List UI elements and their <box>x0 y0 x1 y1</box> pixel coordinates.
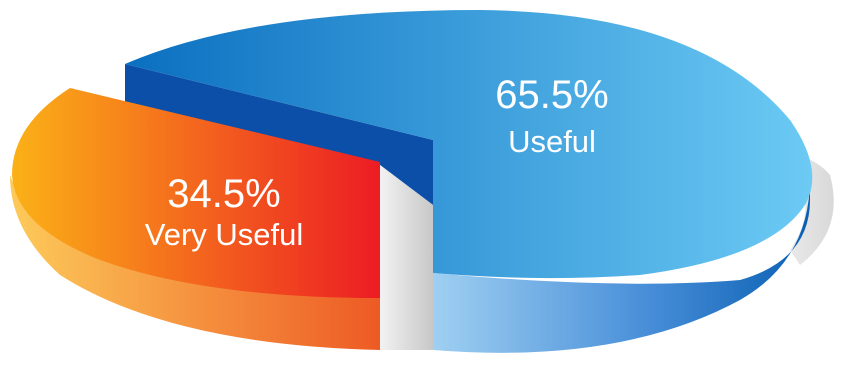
slice-very-useful-top <box>12 88 380 298</box>
slice-useful-top <box>125 10 813 279</box>
slice-useful-side <box>433 178 810 353</box>
slice-useful-inner-face <box>125 64 433 205</box>
slice-very-useful-percent-label: 34.5% <box>167 172 280 216</box>
slice-very-useful-side <box>10 175 380 350</box>
slice-useful-category-label: Useful <box>508 124 596 159</box>
chart-shadow <box>755 150 834 265</box>
slice-useful-cut-wall <box>380 165 433 350</box>
slice-very-useful <box>10 88 380 350</box>
slice-useful-percent-label: 65.5% <box>495 73 608 117</box>
slice-useful <box>125 10 813 353</box>
slice-very-useful-category-label: Very Useful <box>145 217 304 252</box>
